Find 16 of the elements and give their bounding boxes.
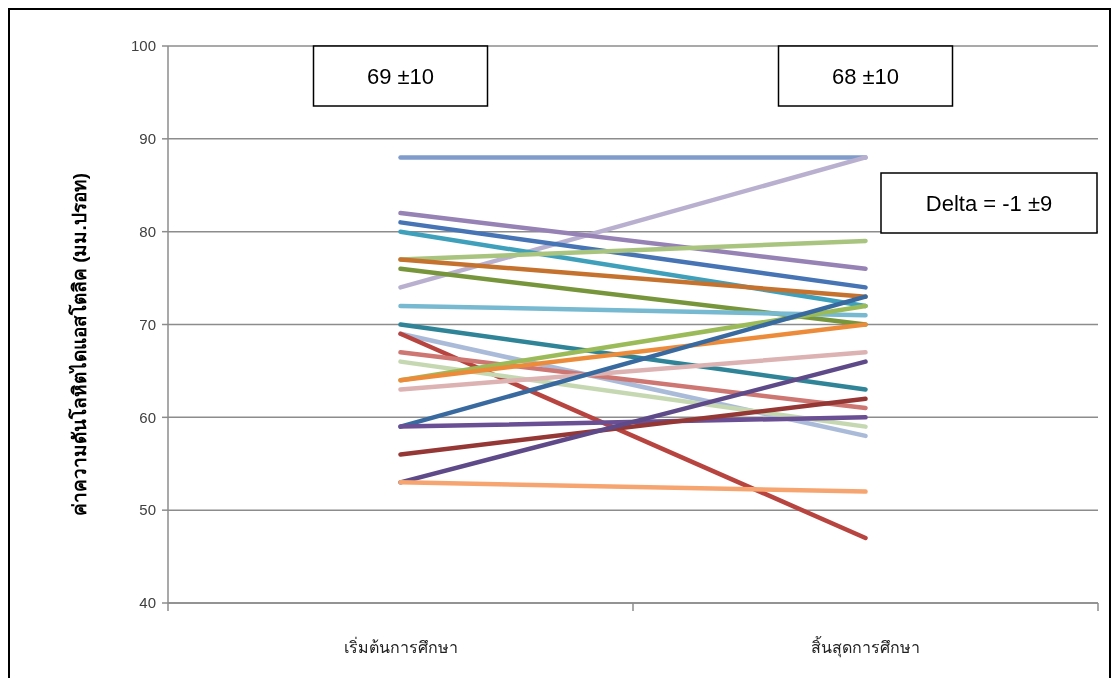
annotation: 68 ±10: [831, 63, 900, 89]
x-tick-label: สิ้นสุดการศึกษา: [811, 636, 920, 658]
y-tick-label: 100: [130, 37, 156, 55]
annotation: Delta = -1 ±9: [925, 190, 1053, 216]
y-tick-label: 60: [139, 408, 156, 426]
x-tick-label: เริ่มต้นการศึกษา: [343, 636, 458, 656]
text-box: 68 ±10: [777, 45, 954, 107]
annotation: 69 ±10: [366, 63, 435, 89]
y-tick-label: 40: [139, 594, 156, 612]
y-tick-label: 80: [139, 222, 156, 240]
y-tick-label: 90: [139, 130, 156, 148]
y-tick-label: 70: [139, 315, 156, 333]
y-tick-label: 50: [139, 501, 156, 519]
text-box: 69 ±10: [312, 45, 489, 107]
y-axis-title: ค่าความดันโลหิตไดแอสโตลิค (มม.ปรอท): [68, 172, 90, 517]
text-box: Delta = -1 ±9: [880, 172, 1098, 234]
